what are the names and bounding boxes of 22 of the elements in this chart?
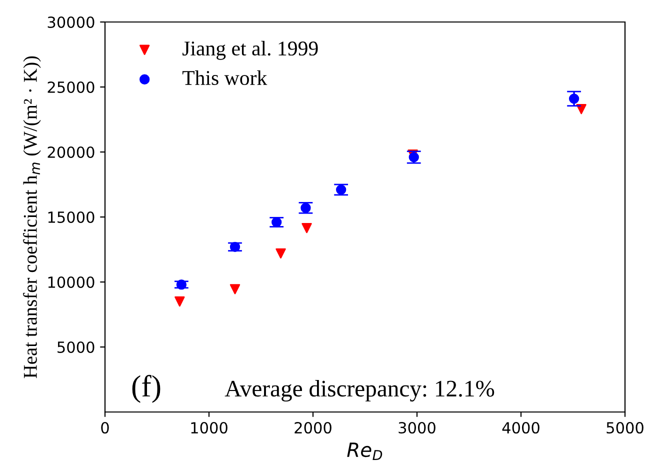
legend-label: This work bbox=[182, 70, 268, 86]
point bbox=[174, 296, 185, 307]
x-tick-label: 0 bbox=[101, 422, 109, 434]
y-tick-label: 25000 bbox=[48, 81, 94, 94]
y-tick-label: 10000 bbox=[48, 276, 94, 288]
x-axis-title: Re$_{D}$ bbox=[347, 442, 382, 460]
x-tick-label: 1000 bbox=[191, 422, 228, 434]
y-axis-title: Heat transfer coefficient h$_{m}$ (W/(m² · K)) bbox=[23, 56, 41, 378]
annotation: Average discrepancy: 12.1% bbox=[224, 380, 494, 402]
y-tick-label: 5000 bbox=[58, 341, 94, 354]
x-tick-label: 3000 bbox=[398, 422, 436, 434]
annotation: (f) bbox=[132, 374, 160, 403]
x-tick-label: 5000 bbox=[606, 422, 644, 434]
legend-label: Jiang et al. 1999 bbox=[182, 40, 318, 60]
point bbox=[276, 248, 286, 258]
y-tick-label: 20000 bbox=[48, 146, 94, 158]
x-tick-label: 2000 bbox=[294, 422, 332, 434]
point bbox=[302, 222, 312, 234]
point bbox=[230, 284, 240, 294]
x-tick-label: 4000 bbox=[502, 422, 540, 434]
y-tick-label: 30000 bbox=[48, 16, 94, 28]
y-tick-label: 15000 bbox=[48, 211, 94, 224]
